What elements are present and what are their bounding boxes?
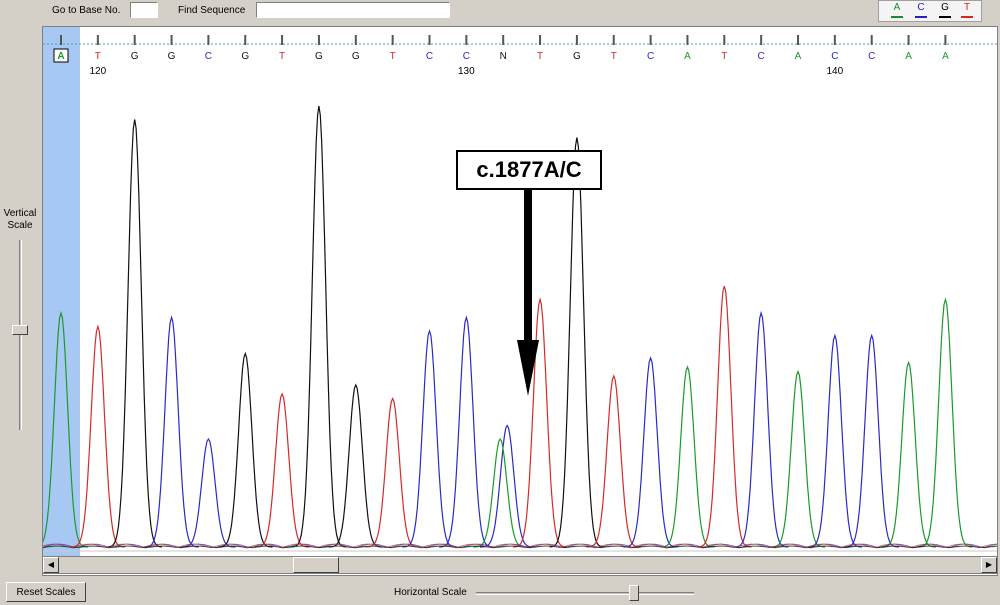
base-call-letter: C: [463, 51, 470, 62]
base-call-letter: T: [95, 51, 101, 62]
legend-swatch-a: [891, 16, 903, 18]
chromatogram-svg: A T G G C G T G G T C C N T G T C A T C A C C A A 120 130 140: [43, 27, 997, 557]
reset-scales-button[interactable]: Reset Scales: [6, 582, 86, 602]
legend-swatch-t: [961, 16, 973, 18]
legend-item-t: T: [959, 2, 975, 18]
base-call-letter: A: [684, 51, 691, 62]
base-call-letter: C: [831, 51, 838, 62]
base-call-letter: T: [537, 51, 543, 62]
base-call-letter: G: [131, 51, 139, 62]
base-call-letter: A: [942, 51, 949, 62]
base-call-letter: A: [57, 51, 64, 62]
base-call-letter: C: [758, 51, 765, 62]
trace-peak: [439, 315, 494, 548]
trace-peak: [660, 365, 715, 548]
mutation-arrow-head: [517, 340, 539, 396]
horizontal-scale-thumb[interactable]: [629, 585, 639, 601]
goto-base-label: Go to Base No.: [52, 5, 121, 16]
trace-peak: [328, 383, 384, 548]
legend-label-a: A: [893, 2, 901, 13]
mutation-arrow-shaft: [524, 190, 532, 340]
base-call-letter: T: [279, 51, 285, 62]
base-call-letter: T: [390, 51, 396, 62]
trace-peak: [807, 333, 863, 548]
baseline-noise-trace: [43, 543, 997, 549]
legend-item-c: C: [913, 2, 929, 18]
vertical-scale-thumb[interactable]: [12, 325, 28, 335]
trace-peak: [254, 392, 310, 548]
base-call-letter: G: [168, 51, 176, 62]
trace-peak: [770, 369, 826, 548]
legend-item-g: G: [937, 2, 953, 18]
base-call-letter: A: [795, 51, 802, 62]
legend-swatch-c: [915, 16, 927, 18]
trace-peak: [918, 297, 973, 548]
base-call-letter: T: [611, 51, 617, 62]
baseline-noise-trace: [43, 543, 997, 549]
trace-peak: [623, 356, 678, 548]
trace-peak: [733, 310, 789, 548]
base-call-letter: G: [352, 51, 360, 62]
base-call-letter: C: [426, 51, 433, 62]
trace-peak: [107, 119, 162, 548]
trace-peak: [181, 437, 236, 548]
trace-peak: [218, 351, 273, 548]
trace-peak: [697, 285, 752, 548]
selected-base-column: [43, 27, 80, 557]
scroll-right-button[interactable]: ▶: [981, 557, 997, 573]
trace-peak: [586, 374, 641, 548]
base-call-letter: T: [721, 51, 727, 62]
horizontal-scale-label: Horizontal Scale: [394, 587, 467, 598]
legend-label-t: T: [963, 2, 971, 13]
baseline-noise-trace: [43, 545, 997, 549]
find-sequence-input[interactable]: [256, 2, 450, 18]
base-call-letter: C: [205, 51, 212, 62]
selected-base-box: [53, 48, 69, 63]
trace-peak: [549, 137, 605, 548]
base-position-label: 130: [458, 66, 475, 77]
trace-peak: [479, 424, 535, 548]
vertical-scale-label-line2: Scale: [7, 220, 33, 231]
base-call-letter: G: [573, 51, 581, 62]
vertical-scale-label: Vertical Scale: [0, 208, 40, 232]
base-position-label: 140: [827, 66, 844, 77]
vertical-scale-track[interactable]: [19, 240, 22, 430]
trace-peak: [881, 360, 936, 548]
mutation-arrow-svg: [517, 190, 539, 396]
vertical-scale-label-line1: Vertical: [3, 208, 37, 219]
trace-peak: [43, 310, 89, 548]
base-call-letter: G: [241, 51, 249, 62]
trace-peak: [70, 324, 126, 548]
base-call-letter: G: [315, 51, 323, 62]
horizontal-scale-track[interactable]: [476, 592, 694, 595]
base-position-label: 120: [90, 66, 107, 77]
find-sequence-label: Find Sequence: [178, 5, 246, 16]
goto-base-input[interactable]: [130, 2, 158, 18]
scroll-left-button[interactable]: ◀: [43, 557, 59, 573]
trace-peak: [844, 333, 899, 548]
base-color-legend: A C G T: [878, 0, 982, 22]
horizontal-scroll-thumb[interactable]: [293, 557, 339, 573]
horizontal-scrollbar[interactable]: ◀ ▶: [42, 556, 998, 574]
toolbar: Go to Base No. Find Sequence A C G T: [0, 0, 1000, 24]
trace-peak: [365, 396, 420, 548]
legend-label-c: C: [917, 2, 925, 13]
base-call-letter: C: [647, 51, 654, 62]
base-call-letter: C: [868, 51, 875, 62]
base-call-letter: A: [905, 51, 912, 62]
base-call-letter: N: [500, 51, 507, 62]
chromatogram-panel[interactable]: A T G G C G T G G T C C N T G T C A T C A C C A A 120 130 140: [42, 26, 998, 576]
trace-peak: [402, 328, 457, 548]
mutation-callout-label: c.1877A/C: [456, 150, 602, 190]
legend-swatch-g: [939, 16, 951, 18]
trace-peak: [291, 105, 347, 548]
legend-item-a: A: [889, 2, 905, 18]
legend-label-g: G: [941, 2, 949, 13]
trace-peak: [144, 315, 199, 548]
